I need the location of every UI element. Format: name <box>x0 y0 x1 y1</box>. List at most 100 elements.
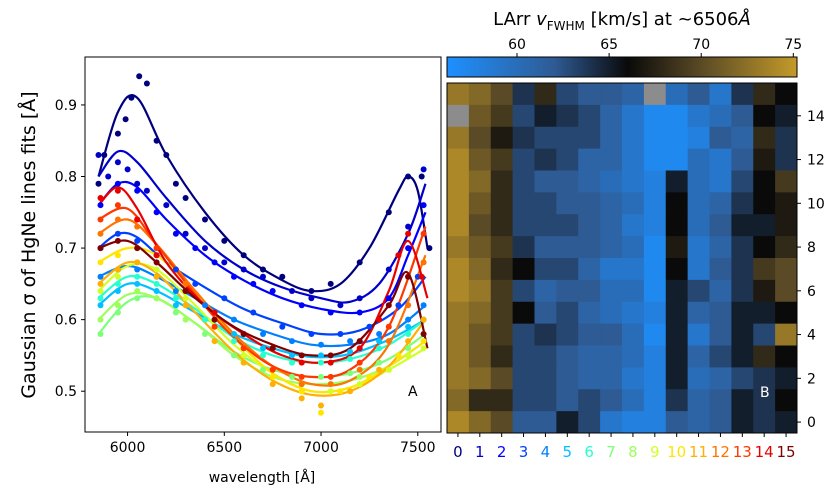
data-point-11-0 <box>97 280 104 287</box>
fit-curve-14 <box>97 186 429 364</box>
heatmap-cell-r15-c15 <box>775 411 798 434</box>
heatmap-cell-r8-c3 <box>512 258 535 281</box>
data-point-1-8 <box>202 245 208 252</box>
heatmap-x-tick-label-15: 15 <box>777 443 796 461</box>
data-point-2-10 <box>298 302 305 309</box>
heatmap-cell-r0-c13 <box>731 83 754 106</box>
data-point-11-6 <box>240 359 247 366</box>
heatmap-cell-r2-c2 <box>490 126 514 150</box>
data-point-15-4 <box>182 288 189 294</box>
heatmap-cell-r5-c2 <box>490 192 514 215</box>
heatmap-cell-r6-c8 <box>622 214 645 237</box>
heatmap-cell-r2-c14 <box>753 126 776 150</box>
heatmap-cell-r3-c15 <box>775 148 798 171</box>
heatmap-cell-r2-c10 <box>665 126 689 150</box>
data-point-0-3 <box>122 116 129 123</box>
fit-curve-15 <box>98 239 429 357</box>
heatmap-x-tick-label-9: 9 <box>650 443 660 461</box>
data-point-6-9 <box>318 359 324 366</box>
heatmap-cell-r13-c4 <box>534 367 557 390</box>
heatmap-cell-r14-c7 <box>600 389 623 412</box>
data-point-3-12 <box>395 302 402 309</box>
heatmap-cell-r0-c8 <box>622 83 645 106</box>
heatmap-cell-r9-c3 <box>512 279 535 303</box>
data-point-1-1 <box>105 173 112 180</box>
data-point-0-19 <box>385 209 392 216</box>
heatmap-cell-r15-c12 <box>709 411 732 434</box>
heatmap-cell-r15-c6 <box>578 411 601 434</box>
heatmap-cell-r12-c14 <box>753 345 776 368</box>
data-point-15-6 <box>240 331 247 337</box>
heatmap-cell-r4-c6 <box>578 170 601 193</box>
data-point-1-2 <box>114 159 121 166</box>
data-point-14-8 <box>298 359 305 366</box>
data-point-1-7 <box>182 230 189 237</box>
heatmap-cell-r9-c14 <box>753 279 776 303</box>
data-point-10-0 <box>97 259 104 266</box>
data-point-12-12 <box>405 302 412 309</box>
data-point-0-15 <box>279 273 286 280</box>
heatmap-cell-r6-c13 <box>731 214 754 237</box>
heatmap-cell-r10-c5 <box>556 301 579 325</box>
data-point-1-18 <box>420 166 427 173</box>
data-point-6-3 <box>153 280 160 287</box>
heatmap-cell-r9-c8 <box>622 279 645 303</box>
heatmap-cell-r3-c1 <box>468 148 492 171</box>
heatmap-cell-r15-c3 <box>512 411 535 434</box>
heatmap-cell-r5-c9 <box>643 192 667 215</box>
heatmap-cell-r15-c11 <box>687 411 710 434</box>
data-point-3-6 <box>221 295 228 302</box>
heatmap-cell-r10-c3 <box>512 301 535 325</box>
data-point-15-7 <box>269 345 276 352</box>
heatmap-cell-r3-c14 <box>753 148 776 171</box>
heatmap-cell-r4-c4 <box>534 170 557 193</box>
heatmap-cell-r5-c0 <box>447 192 470 215</box>
data-point-9-1 <box>114 273 121 280</box>
heatmap-cell-r0-c7 <box>600 83 623 106</box>
data-point-0-18 <box>356 259 363 266</box>
heatmap-cell-r6-c7 <box>600 214 623 237</box>
data-point-2-13 <box>385 295 392 302</box>
heatmap-x-tick-label-1: 1 <box>475 443 485 461</box>
data-point-10-13 <box>420 338 427 345</box>
heatmap-cell-r12-c1 <box>468 345 492 368</box>
heatmap-y-tick-label-2: 2 <box>807 371 816 387</box>
data-point-1-3 <box>124 166 131 173</box>
heatmap-cell-r14-c8 <box>622 389 645 412</box>
heatmap-cell-r14-c1 <box>468 389 492 412</box>
heatmap-y-tick-label-10: 10 <box>807 196 825 212</box>
data-point-1-16 <box>385 266 392 273</box>
data-point-7-1 <box>114 309 121 316</box>
heatmap-cell-r9-c10 <box>665 279 689 303</box>
data-point-10-1 <box>114 252 121 259</box>
heatmap-cell-r11-c9 <box>643 323 667 346</box>
data-point-3-7 <box>250 309 257 316</box>
heatmap-cell-r7-c5 <box>556 236 579 259</box>
heatmap-cell-r13-c14 <box>753 367 776 390</box>
data-point-9-11 <box>385 366 392 373</box>
heatmap-cell-r6-c4 <box>534 214 557 237</box>
heatmap-cell-r5-c12 <box>709 192 732 215</box>
data-point-1-5 <box>143 187 150 194</box>
data-point-11-11 <box>376 366 383 373</box>
data-point-3-8 <box>279 323 286 330</box>
heatmap-y-tick-label-6: 6 <box>807 284 816 300</box>
heatmap-cell-r7-c2 <box>490 236 514 259</box>
heatmap-cell-r13-c15 <box>775 367 798 390</box>
data-point-5-0 <box>97 302 104 309</box>
heatmap-cell-r5-c6 <box>578 192 601 215</box>
heatmap-cell-r2-c12 <box>709 126 732 150</box>
heatmap-cell-r4-c7 <box>600 170 623 193</box>
data-point-14-13 <box>405 230 412 237</box>
data-point-11-4 <box>182 302 189 309</box>
data-point-9-0 <box>97 288 104 294</box>
heatmap-cell-r11-c14 <box>753 323 776 346</box>
heatmap-cell-r1-c15 <box>775 104 798 128</box>
heatmap-cell-r3-c4 <box>534 148 557 171</box>
heatmap-cell-r14-c14 <box>753 389 776 412</box>
heatmap-cell-r0-c0 <box>447 83 470 106</box>
data-point-1-4 <box>134 180 141 187</box>
data-point-2-12 <box>356 309 363 316</box>
fit-curve-13 <box>98 206 427 379</box>
heatmap-cell-r10-c2 <box>490 301 514 325</box>
